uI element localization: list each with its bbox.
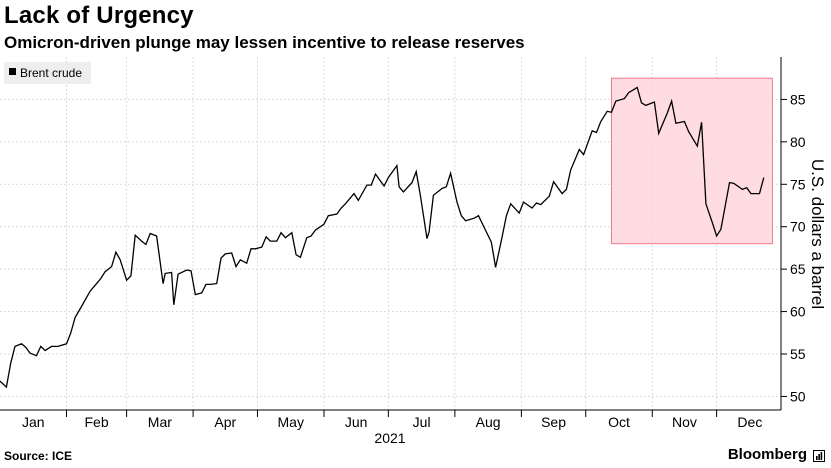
x-axis-label: 2021 <box>374 430 405 446</box>
series-line-brent-crude <box>0 86 765 389</box>
legend-swatch <box>9 68 16 75</box>
y-tick-label: 60 <box>790 304 806 320</box>
x-tick-label-jun: Jun <box>345 414 368 430</box>
x-tick-label-sep: Sep <box>541 414 566 430</box>
y-tick-label: 80 <box>790 134 806 150</box>
y-tick-label: 75 <box>790 176 806 192</box>
legend-background <box>4 62 91 84</box>
legend: Brent crude <box>4 62 91 84</box>
bloomberg-logo: Bloomberg <box>727 446 807 463</box>
y-tick-label: 55 <box>790 346 806 362</box>
chart-title: Lack of Urgency <box>4 2 194 29</box>
y-axis-ticks: 50 55 60 65 70 75 80 85 <box>781 91 806 404</box>
x-axis-ticks: Jan Feb Mar Apr May Jun Jul Aug Sep Oct Nov Dec <box>22 410 762 430</box>
source-note: Source: ICE <box>4 449 73 463</box>
x-tick-label-dec: Dec <box>737 414 762 430</box>
x-tick-label-feb: Feb <box>84 414 108 430</box>
x-tick-label-mar: Mar <box>148 414 172 430</box>
legend-entry-brent-crude: Brent crude <box>20 66 82 80</box>
x-tick-label-jan: Jan <box>22 414 45 430</box>
y-axis-label: U.S. dollars a barrel <box>808 159 827 309</box>
y-tick-label: 65 <box>790 261 806 277</box>
y-tick-label: 50 <box>790 388 806 404</box>
chart-subtitle: Omicron-driven plunge may lessen incenti… <box>4 33 525 52</box>
highlight-region <box>610 77 773 245</box>
y-tick-label: 85 <box>790 91 806 107</box>
bloomberg-terminal-icon <box>813 450 825 462</box>
x-tick-label-nov: Nov <box>672 414 697 430</box>
y-tick-label: 70 <box>790 219 806 235</box>
x-tick-label-jul: Jul <box>413 414 431 430</box>
x-tick-label-oct: Oct <box>608 414 630 430</box>
x-tick-label-aug: Aug <box>476 414 501 430</box>
x-tick-label-may: May <box>278 414 304 430</box>
x-tick-label-apr: Apr <box>214 414 236 430</box>
